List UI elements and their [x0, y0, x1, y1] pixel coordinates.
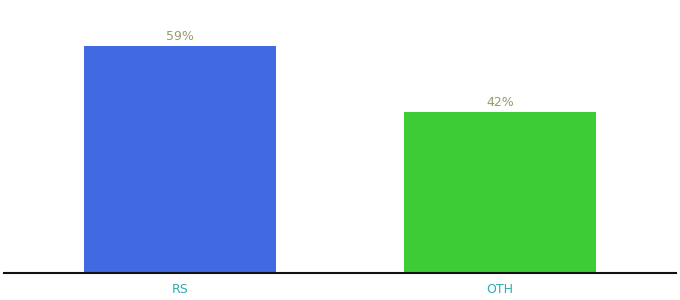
Bar: [84, 46, 276, 273]
Text: 42%: 42%: [486, 96, 514, 109]
Bar: [404, 112, 596, 273]
Text: 59%: 59%: [166, 30, 194, 44]
